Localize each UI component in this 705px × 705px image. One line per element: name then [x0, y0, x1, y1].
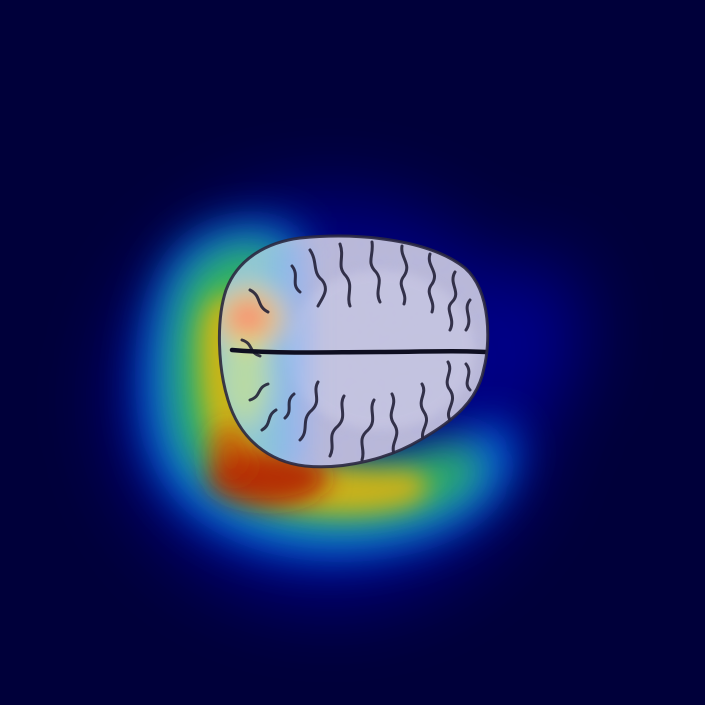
interhemispheric-fissure — [229, 347, 488, 355]
brain-outline — [217, 234, 490, 469]
